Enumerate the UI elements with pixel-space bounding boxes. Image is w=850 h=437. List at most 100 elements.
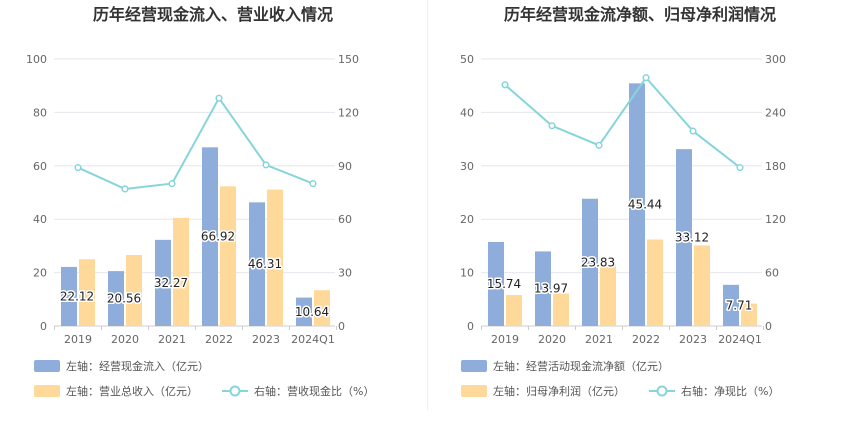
chart-title: 历年经营现金流净额、归母净利润情况 bbox=[504, 5, 776, 24]
ratio-line bbox=[77, 96, 314, 190]
y-right-tick-label: 60 bbox=[765, 267, 779, 280]
y-right-tick-label: 300 bbox=[765, 53, 786, 66]
y-right-tick-label: 150 bbox=[338, 53, 359, 66]
x-tick-label: 2023 bbox=[252, 333, 280, 346]
y-left-tick-label: 40 bbox=[33, 213, 47, 226]
data-label: 20.56 bbox=[107, 292, 141, 306]
data-label: 46.31 bbox=[248, 257, 282, 271]
legend-label: 右轴：营收现金比（%） bbox=[254, 384, 374, 398]
bar-primary-2022 bbox=[202, 147, 218, 326]
bar-primary-2019 bbox=[61, 266, 77, 326]
legend-label: 左轴：归母净利润（亿元） bbox=[493, 384, 625, 398]
legend-label: 左轴：经营活动现金流净额（亿元） bbox=[493, 359, 669, 373]
data-label: 33.12 bbox=[675, 231, 709, 245]
y-left-tick-label: 40 bbox=[460, 106, 474, 119]
bar-secondary-2022 bbox=[647, 239, 663, 326]
ratio-point-2019 bbox=[501, 81, 509, 89]
bar-secondary-2022 bbox=[220, 186, 236, 326]
chart-1-content: 历年经营现金流净额、归母净利润情况 0 0 10 60 20 120 30 180 40 240 50… bbox=[460, 5, 786, 398]
legend-marker bbox=[229, 385, 241, 397]
ratio-line bbox=[504, 76, 741, 169]
ratio-point-2022 bbox=[215, 94, 223, 102]
ratio-point-2020 bbox=[548, 122, 556, 130]
y-left-tick-label: 80 bbox=[33, 106, 47, 119]
y-right-tick-label: 180 bbox=[765, 160, 786, 173]
bar-secondary-2021 bbox=[600, 264, 616, 326]
y-right-tick-label: 240 bbox=[765, 106, 786, 119]
y-left-tick-label: 0 bbox=[467, 320, 474, 333]
x-tick-label: 2021 bbox=[585, 333, 613, 346]
y-right-tick-label: 0 bbox=[765, 320, 772, 333]
legend-swatch bbox=[34, 360, 60, 372]
legend-swatch bbox=[461, 385, 487, 397]
legend: 左轴：经营现金流入（亿元） 左轴：营业总收入（亿元） 右轴：营收现金比（%） bbox=[34, 359, 374, 398]
bar-primary-2020 bbox=[108, 271, 124, 326]
data-label: 15.74 bbox=[487, 277, 521, 291]
bar-primary-2021 bbox=[582, 198, 598, 326]
bar-primary-2023 bbox=[676, 149, 692, 326]
data-label: 7.71 bbox=[726, 298, 753, 312]
y-right-tick-label: 0 bbox=[338, 320, 345, 333]
ratio-point-2022 bbox=[642, 74, 650, 82]
legend-swatch bbox=[34, 385, 60, 397]
ratio-point-2019 bbox=[74, 164, 82, 172]
bar-primary-2022 bbox=[629, 83, 645, 326]
x-tick-label: 2019 bbox=[64, 333, 92, 346]
y-left-tick-label: 100 bbox=[26, 53, 47, 66]
x-tick-label: 2024Q1 bbox=[718, 333, 762, 346]
y-right-tick-label: 30 bbox=[338, 267, 352, 280]
x-tick-label: 2023 bbox=[679, 333, 707, 346]
bar-primary-2024Q1 bbox=[723, 284, 739, 326]
x-tick-label: 2020 bbox=[538, 333, 566, 346]
chart-divider bbox=[427, 0, 428, 410]
data-label: 13.97 bbox=[534, 282, 568, 296]
y-left-tick-label: 20 bbox=[460, 213, 474, 226]
chart-title: 历年经营现金流入、营业收入情况 bbox=[93, 5, 333, 24]
x-tick-label: 2020 bbox=[111, 333, 139, 346]
data-label: 23.83 bbox=[581, 255, 615, 269]
legend-label: 右轴：净现比（%） bbox=[681, 384, 779, 398]
data-label: 66.92 bbox=[201, 230, 235, 244]
bar-secondary-2023 bbox=[694, 245, 710, 326]
bar-primary-2023 bbox=[249, 202, 265, 326]
bar-secondary-2024Q1 bbox=[314, 290, 330, 326]
y-left-tick-label: 20 bbox=[33, 267, 47, 280]
x-tick-label: 2024Q1 bbox=[291, 333, 335, 346]
ratio-point-2023 bbox=[689, 127, 697, 135]
ratio-point-2023 bbox=[262, 161, 270, 169]
bar-secondary-2019 bbox=[506, 295, 522, 326]
x-tick-label: 2021 bbox=[158, 333, 186, 346]
data-label: 45.44 bbox=[628, 198, 662, 212]
x-tick-label: 2022 bbox=[205, 333, 233, 346]
data-label: 10.64 bbox=[295, 305, 329, 319]
x-tick-label: 2022 bbox=[632, 333, 660, 346]
y-left-tick-label: 60 bbox=[33, 160, 47, 173]
bar-secondary-2023 bbox=[267, 189, 283, 326]
y-left-tick-label: 30 bbox=[460, 160, 474, 173]
ratio-point-2021 bbox=[168, 180, 176, 188]
y-right-tick-label: 120 bbox=[765, 213, 786, 226]
ratio-point-2024Q1 bbox=[736, 164, 744, 172]
bar-secondary-2021 bbox=[173, 217, 189, 326]
bar-secondary-2020 bbox=[126, 254, 142, 326]
x-tick-label: 2019 bbox=[491, 333, 519, 346]
ratio-point-2021 bbox=[595, 141, 603, 149]
legend-marker bbox=[656, 385, 668, 397]
data-label: 22.12 bbox=[60, 289, 94, 303]
y-right-tick-label: 90 bbox=[338, 160, 352, 173]
bar-primary-2024Q1 bbox=[296, 297, 312, 326]
bar-primary-2019 bbox=[488, 241, 504, 326]
data-label: 32.27 bbox=[154, 276, 188, 290]
ratio-point-2020 bbox=[121, 185, 129, 193]
y-right-tick-label: 60 bbox=[338, 213, 352, 226]
y-left-tick-label: 50 bbox=[460, 53, 474, 66]
y-left-tick-label: 0 bbox=[40, 320, 47, 333]
y-left-tick-label: 10 bbox=[460, 267, 474, 280]
ratio-point-2024Q1 bbox=[309, 180, 317, 188]
bar-secondary-2019 bbox=[79, 259, 95, 326]
chart-net-cash-flow-net-profit: 历年经营现金流净额、归母净利润情况 0 0 10 60 20 120 30 180 40 240 50… bbox=[460, 5, 786, 398]
bar-secondary-2020 bbox=[553, 293, 569, 326]
legend: 左轴：经营活动现金流净额（亿元） 左轴：归母净利润（亿元） 右轴：净现比（%） bbox=[461, 359, 779, 398]
bar-primary-2020 bbox=[535, 251, 551, 326]
